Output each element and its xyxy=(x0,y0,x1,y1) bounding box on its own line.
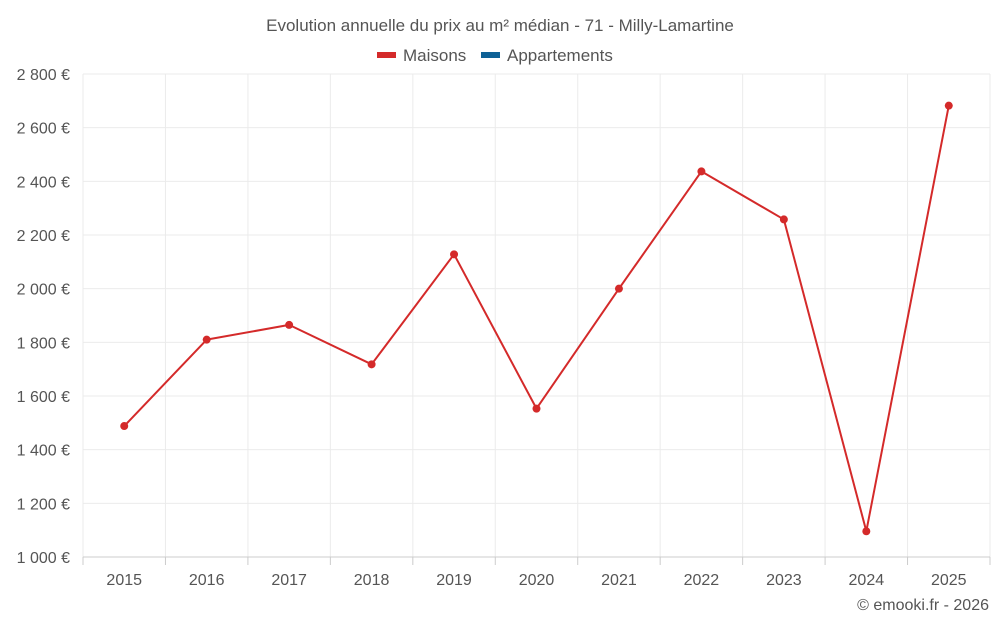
x-tick-label: 2019 xyxy=(436,572,472,589)
grid xyxy=(82,73,991,557)
y-tick-label: 2 600 € xyxy=(17,121,70,138)
y-tick-label: 1 600 € xyxy=(17,389,70,406)
x-tick-label: 2022 xyxy=(684,572,720,589)
credit-text: © emooki.fr - 2026 xyxy=(857,597,989,614)
data-point-2025[interactable] xyxy=(944,101,953,110)
x-tick-label: 2024 xyxy=(849,572,885,589)
y-tick-label: 2 200 € xyxy=(17,228,70,245)
data-point-2022[interactable] xyxy=(697,167,706,176)
data-point-2020[interactable] xyxy=(532,404,541,413)
data-point-2017[interactable] xyxy=(285,320,294,329)
legend-swatch-maisons xyxy=(377,52,396,58)
legend-swatch-appartements xyxy=(481,52,500,58)
data-point-2023[interactable] xyxy=(779,215,788,224)
data-point-2018[interactable] xyxy=(367,360,376,369)
axes xyxy=(82,556,991,565)
y-tick-label: 1 200 € xyxy=(17,496,70,513)
x-tick-label: 2018 xyxy=(354,572,390,589)
y-tick-label: 1 000 € xyxy=(17,550,70,567)
y-tick-label: 1 800 € xyxy=(17,335,70,352)
x-tick-label: 2023 xyxy=(766,572,802,589)
x-tick-label: 2020 xyxy=(519,572,555,589)
x-tick-label: 2016 xyxy=(189,572,225,589)
data-point-2021[interactable] xyxy=(614,284,623,293)
y-tick-label: 2 000 € xyxy=(17,282,70,299)
data-point-2019[interactable] xyxy=(450,250,459,259)
x-tick-label: 2025 xyxy=(931,572,967,589)
x-tick-labels: 2015 2016 2017 2018 2019 2020 2021 2022 2023 2024… xyxy=(106,572,966,589)
x-tick-label: 2017 xyxy=(271,572,307,589)
series-maisons xyxy=(120,101,953,536)
legend: Maisons Appartements xyxy=(377,46,613,65)
y-tick-label: 2 400 € xyxy=(17,174,70,191)
y-tick-label: 1 400 € xyxy=(17,443,70,460)
y-tick-labels: 1 000 € 1 200 € 1 400 € 1 600 € 1 800 € 2 000… xyxy=(17,67,70,567)
x-tick-label: 2015 xyxy=(106,572,142,589)
legend-label-maisons: Maisons xyxy=(403,46,466,65)
chart-title: Evolution annuelle du prix au m² médian … xyxy=(266,16,734,35)
data-point-2015[interactable] xyxy=(120,422,129,431)
legend-item-maisons[interactable]: Maisons xyxy=(377,46,466,65)
y-tick-label: 2 800 € xyxy=(17,67,70,84)
legend-label-appartements: Appartements xyxy=(507,46,613,65)
data-point-2024[interactable] xyxy=(862,527,871,536)
x-tick-label: 2021 xyxy=(601,572,637,589)
data-point-2016[interactable] xyxy=(202,335,211,344)
legend-item-appartements[interactable]: Appartements xyxy=(481,46,613,65)
